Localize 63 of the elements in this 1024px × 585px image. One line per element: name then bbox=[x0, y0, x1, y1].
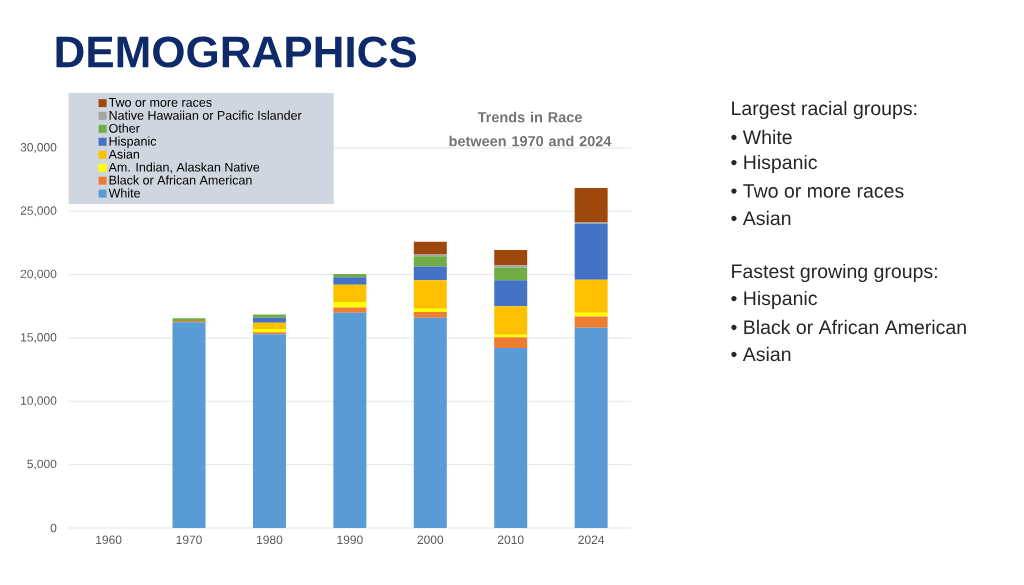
legend-label: Black or African American bbox=[109, 175, 252, 185]
bar bbox=[574, 316, 608, 328]
bar bbox=[494, 337, 528, 349]
text: • Asian bbox=[731, 346, 791, 362]
bar bbox=[574, 187, 608, 223]
bar bbox=[333, 301, 367, 308]
bar bbox=[172, 322, 206, 528]
y-tick-label: 20,000 bbox=[20, 269, 57, 280]
text: Largest racial groups: bbox=[732, 100, 917, 120]
bar bbox=[413, 256, 447, 267]
bar bbox=[252, 322, 286, 330]
bar bbox=[494, 306, 528, 335]
legend-label: Am. Indian, Alaskan Native bbox=[108, 162, 260, 174]
chart-title: DEMOGRAPHICS bbox=[56, 36, 417, 68]
text: Fastest growing groups: bbox=[732, 263, 937, 283]
bar bbox=[333, 307, 367, 313]
y-tick-label: 25,000 bbox=[20, 206, 57, 217]
bar bbox=[413, 312, 447, 318]
x-tick-label: 1970 bbox=[176, 535, 202, 545]
x-tick-label: 1980 bbox=[257, 535, 283, 545]
bar bbox=[333, 284, 367, 302]
bar bbox=[494, 249, 528, 266]
bar bbox=[494, 265, 528, 268]
bar bbox=[252, 317, 286, 323]
bar bbox=[574, 223, 608, 280]
text: • Two or more races bbox=[731, 184, 904, 198]
bar bbox=[574, 279, 608, 313]
bar bbox=[413, 317, 447, 528]
bar bbox=[413, 280, 447, 309]
bar bbox=[252, 334, 286, 528]
text: • Asian bbox=[731, 210, 791, 226]
legend-label: Two or more races bbox=[108, 98, 212, 107]
x-tick-label: 2000 bbox=[417, 535, 444, 545]
y-tick-label: 0 bbox=[50, 523, 57, 533]
bar bbox=[333, 277, 367, 285]
y-tick-label: 30,000 bbox=[20, 143, 57, 153]
bar bbox=[494, 280, 528, 307]
text: • Black or African American bbox=[731, 319, 966, 335]
bar bbox=[574, 327, 608, 528]
legend-label: White bbox=[108, 188, 140, 198]
bar bbox=[333, 274, 367, 278]
legend-label: Native Hawaiian or Pacific Islander bbox=[109, 110, 302, 120]
x-tick-label: 2010 bbox=[497, 535, 524, 545]
bar bbox=[252, 314, 286, 318]
y-tick-label: 10,000 bbox=[21, 396, 57, 407]
bar bbox=[494, 267, 528, 281]
chart-subtitle: Trends in Race between 1970 and 2024 bbox=[449, 111, 612, 147]
y-tick-label: 15,000 bbox=[21, 333, 57, 343]
legend-label: Hispanic bbox=[109, 136, 157, 149]
legend-label: Other bbox=[109, 123, 140, 133]
bar bbox=[413, 266, 447, 281]
bar bbox=[413, 241, 447, 255]
bar bbox=[333, 312, 367, 528]
text: • Hispanic bbox=[731, 154, 818, 174]
x-tick-label: 1990 bbox=[337, 535, 363, 545]
x-tick-label: 1960 bbox=[96, 535, 122, 545]
legend-label: Asian bbox=[108, 149, 140, 159]
x-tick-label: 2024 bbox=[578, 535, 605, 545]
bar bbox=[413, 308, 447, 313]
bar bbox=[494, 348, 528, 528]
text: • White bbox=[731, 129, 792, 145]
text: • Hispanic bbox=[731, 290, 818, 310]
y-tick-label: 5,000 bbox=[27, 459, 57, 470]
